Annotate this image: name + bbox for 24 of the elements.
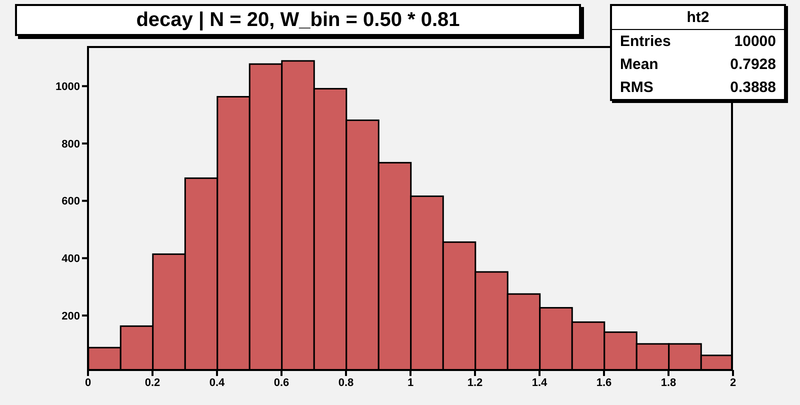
x-tick-label: 1.2 (467, 376, 483, 389)
x-tick-label: 0.8 (338, 376, 354, 389)
y-tick-label: 400 (62, 253, 80, 266)
x-tick-label: 1 (407, 376, 414, 389)
x-tick-label: 0.2 (144, 376, 160, 389)
x-tick-label: 1.6 (596, 376, 612, 389)
x-tick-label: 0.4 (209, 376, 226, 389)
y-tick-label: 800 (62, 138, 80, 150)
annotation: RMS (620, 79, 654, 96)
x-tick-label: 1.8 (660, 376, 676, 389)
annotation: Mean (620, 56, 658, 73)
annotation: 0.3888 (730, 79, 776, 96)
x-tick-label: 2 (730, 376, 736, 389)
text: ht2 (612, 6, 784, 30)
annotation: Entries (620, 33, 671, 50)
text: 10000 (734, 33, 776, 50)
chart-title: decay | N = 20, W_bin = 0.50 * 0.81 (136, 8, 460, 32)
y-tick-label: 1000 (56, 81, 80, 94)
x-tick-label: 0.6 (274, 376, 290, 389)
y-tick-label: 200 (62, 310, 80, 322)
x-tick-label: 1.4 (532, 376, 548, 389)
x-tick-label: 0 (84, 376, 92, 389)
annotation: 0.7928 (730, 56, 776, 73)
y-tick-label: 600 (62, 196, 80, 208)
